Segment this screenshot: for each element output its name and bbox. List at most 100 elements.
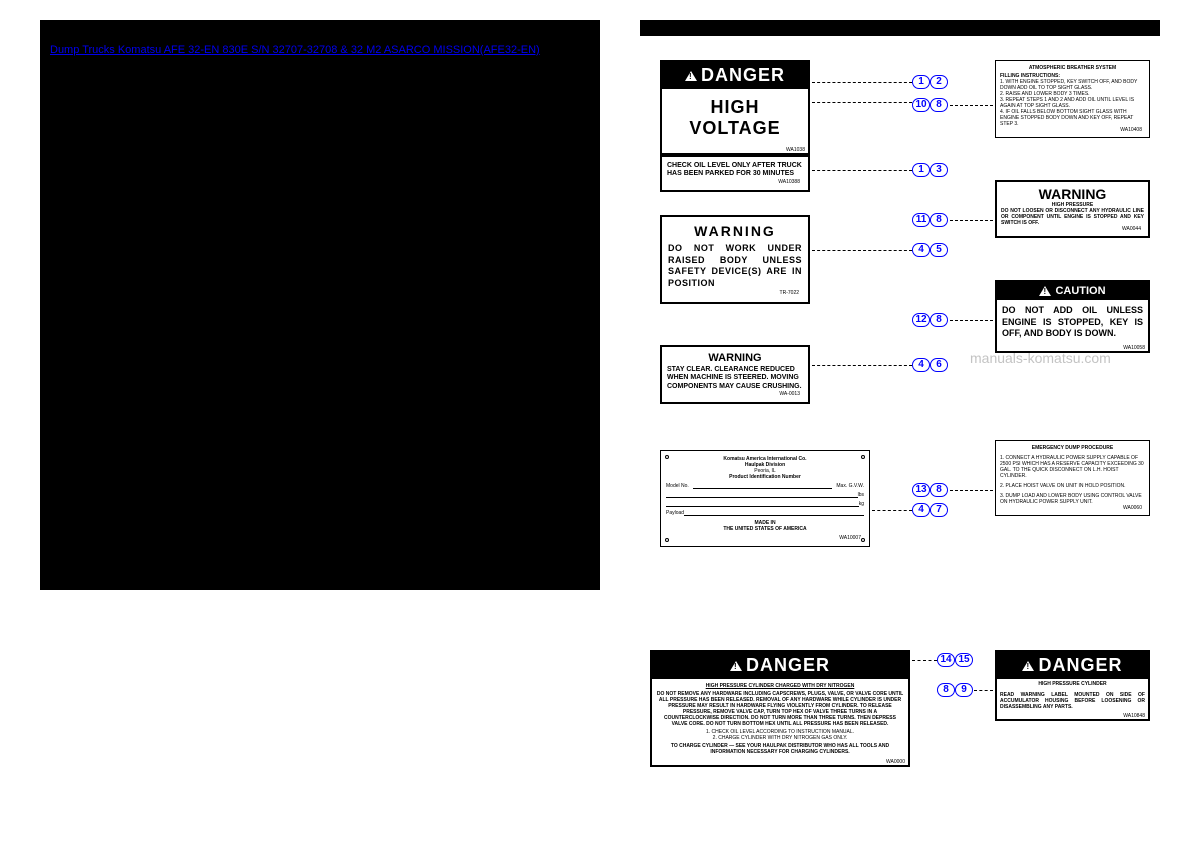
- nameplate-pn: WA10007: [666, 535, 864, 541]
- warning-clear-body: STAY CLEAR. CLEARANCE REDUCED WHEN MACHI…: [667, 364, 803, 391]
- callout-12: 12: [912, 313, 930, 327]
- nameplate-pin: Product Identification Number: [666, 474, 864, 480]
- danger-cyl-pn: WA0000: [652, 759, 908, 765]
- rivet-icon: [665, 538, 669, 542]
- callout-1b: 1: [912, 163, 930, 177]
- warning-hp-pn: WA0044: [1001, 226, 1144, 232]
- warning-hp-body: DO NOT LOOSEN OR DISCONNECT ANY HYDRAULI…: [1001, 208, 1144, 226]
- caution-oil-body: DO NOT ADD OIL UNLESS ENGINE IS STOPPED,…: [997, 300, 1148, 345]
- danger-hpc-body: READ WARNING LABEL MOUNTED ON SIDE OF AC…: [997, 689, 1148, 713]
- leader-line: [950, 105, 993, 106]
- nameplate-mass-label: Max. G.V.W.: [836, 483, 864, 489]
- check-oil-body: CHECK OIL LEVEL ONLY AFTER TRUCK HAS BEE…: [667, 162, 803, 179]
- danger-hpc-pn: WA10848: [997, 713, 1148, 719]
- danger-hv-pn: WA1038: [662, 147, 808, 153]
- leader-line: [950, 320, 993, 321]
- danger-hpc-header-text: DANGER: [1038, 655, 1122, 676]
- callout-3: 3: [930, 163, 948, 177]
- leader-line: [950, 220, 993, 221]
- warning-body-header: WARNING: [668, 223, 802, 239]
- rivet-icon: [861, 538, 865, 542]
- label-nameplate: Komatsu America International Co. Haulpa…: [660, 450, 870, 547]
- callout-15: 15: [955, 653, 973, 667]
- nameplate-lbs-field: [666, 492, 858, 498]
- breather-sub: FILLING INSTRUCTIONS:: [1000, 71, 1145, 79]
- danger-hv-header: DANGER: [662, 62, 808, 89]
- label-check-oil: CHECK OIL LEVEL ONLY AFTER TRUCK HAS BEE…: [660, 155, 810, 192]
- right-panel: DANGER HIGH VOLTAGE WA1038 CHECK OIL LEV…: [640, 20, 1160, 820]
- label-warning-clear: WARNING STAY CLEAR. CLEARANCE REDUCED WH…: [660, 345, 810, 404]
- callout-9: 9: [955, 683, 973, 697]
- warning-triangle-icon: [685, 71, 697, 81]
- leader-line: [812, 250, 912, 251]
- danger-hpc-header: DANGER: [997, 652, 1148, 679]
- nameplate-payload-field: [684, 510, 864, 516]
- label-warning-body: WARNING DO NOT WORK UNDER RAISED BODY UN…: [660, 215, 810, 304]
- callout-1: 1: [912, 75, 930, 89]
- callout-8: 8: [937, 683, 955, 697]
- warning-clear-pn: WA-0013: [667, 391, 803, 397]
- rivet-icon: [861, 455, 865, 459]
- callout-4b: 4: [912, 358, 930, 372]
- callout-11: 11: [912, 213, 930, 227]
- breather-s3: 3. REPEAT STEPS 1 AND 2 AND ADD OIL UNTI…: [1000, 97, 1145, 109]
- nameplate-lbs-label: lbs: [858, 492, 864, 498]
- breather-s1: 1. WITH ENGINE STOPPED, KEY SWITCH OFF, …: [1000, 79, 1145, 91]
- leader-line: [950, 490, 993, 491]
- rivet-icon: [665, 455, 669, 459]
- leader-line: [812, 170, 912, 171]
- warning-triangle-icon: [1039, 286, 1051, 296]
- label-emergency: EMERGENCY DUMP PROCEDURE 1. CONNECT A HY…: [995, 440, 1150, 516]
- label-warning-hp: WARNING HIGH PRESSURE DO NOT LOOSEN OR D…: [995, 180, 1150, 238]
- left-panel: Dump Trucks Komatsu AFE 32-EN 830E S/N 3…: [40, 20, 600, 590]
- label-caution-oil: CAUTION DO NOT ADD OIL UNLESS ENGINE IS …: [995, 280, 1150, 353]
- callout-5: 5: [930, 243, 948, 257]
- callout-6: 6: [930, 358, 948, 372]
- callout-14: 14: [937, 653, 955, 667]
- warning-body-body: DO NOT WORK UNDER RAISED BODY UNLESS SAF…: [668, 239, 802, 290]
- emerg-pn: WA0060: [1000, 505, 1145, 511]
- callout-2: 2: [930, 75, 948, 89]
- callout-13a: 8: [930, 483, 948, 497]
- warning-body-pn: TR-7022: [668, 290, 802, 296]
- danger-hv-header-text: DANGER: [701, 65, 785, 86]
- caution-oil-pn: WA10058: [997, 345, 1148, 351]
- emerg-s1: 1. CONNECT A HYDRAULIC POWER SUPPLY CAPA…: [1000, 451, 1145, 479]
- breadcrumb[interactable]: Dump Trucks Komatsu AFE 32-EN 830E S/N 3…: [50, 44, 540, 56]
- callout-4: 4: [912, 243, 930, 257]
- label-danger-cyl: DANGER HIGH PRESSURE CYLINDER CHARGED WI…: [650, 650, 910, 767]
- danger-cyl-header-text: DANGER: [746, 655, 830, 676]
- caution-oil-header: CAUTION: [997, 282, 1148, 300]
- emerg-s3: 3. DUMP LOAD AND LOWER BODY USING CONTRO…: [1000, 489, 1145, 505]
- leader-line: [812, 102, 912, 103]
- warning-triangle-icon: [730, 661, 742, 671]
- danger-cyl-footer: TO CHARGE CYLINDER — SEE YOUR HAULPAK DI…: [656, 741, 904, 755]
- danger-cyl-body: DO NOT REMOVE ANY HARDWARE INCLUDING CAP…: [656, 689, 904, 727]
- check-oil-pn: WA10388: [667, 179, 803, 185]
- warning-triangle-icon: [1022, 661, 1034, 671]
- callout-12a: 8: [930, 313, 948, 327]
- callout-4c: 4: [912, 503, 930, 517]
- nameplate-model-field: [693, 483, 833, 489]
- danger-cyl-header: DANGER: [652, 652, 908, 679]
- callout-11a: 8: [930, 213, 948, 227]
- caution-oil-header-text: CAUTION: [1055, 285, 1105, 297]
- label-breather: ATMOSPHERIC BREATHER SYSTEM FILLING INST…: [995, 60, 1150, 138]
- danger-hv-body: HIGH VOLTAGE: [662, 89, 808, 147]
- callout-10a: 8: [930, 98, 948, 112]
- callout-7: 7: [930, 503, 948, 517]
- danger-hpc-sub: HIGH PRESSURE CYLINDER: [997, 679, 1148, 689]
- nameplate-payload-label: Payload: [666, 510, 684, 516]
- nameplate-kg-label: kg: [859, 501, 864, 507]
- leader-line: [812, 365, 912, 366]
- diagram-header-bar: [640, 20, 1160, 36]
- breather-pn: WA10408: [1000, 127, 1145, 133]
- nameplate-kg-field: [666, 501, 859, 507]
- breather-s4: 4. IF OIL FALLS BELOW BOTTOM SIGHT GLASS…: [1000, 109, 1145, 127]
- warning-hp-header: WARNING: [1001, 186, 1144, 202]
- label-danger-hv: DANGER HIGH VOLTAGE WA1038: [660, 60, 810, 155]
- leader-line: [812, 82, 912, 83]
- warning-clear-header: WARNING: [667, 352, 803, 364]
- callout-10: 10: [912, 98, 930, 112]
- nameplate-model-label: Model No.: [666, 483, 689, 489]
